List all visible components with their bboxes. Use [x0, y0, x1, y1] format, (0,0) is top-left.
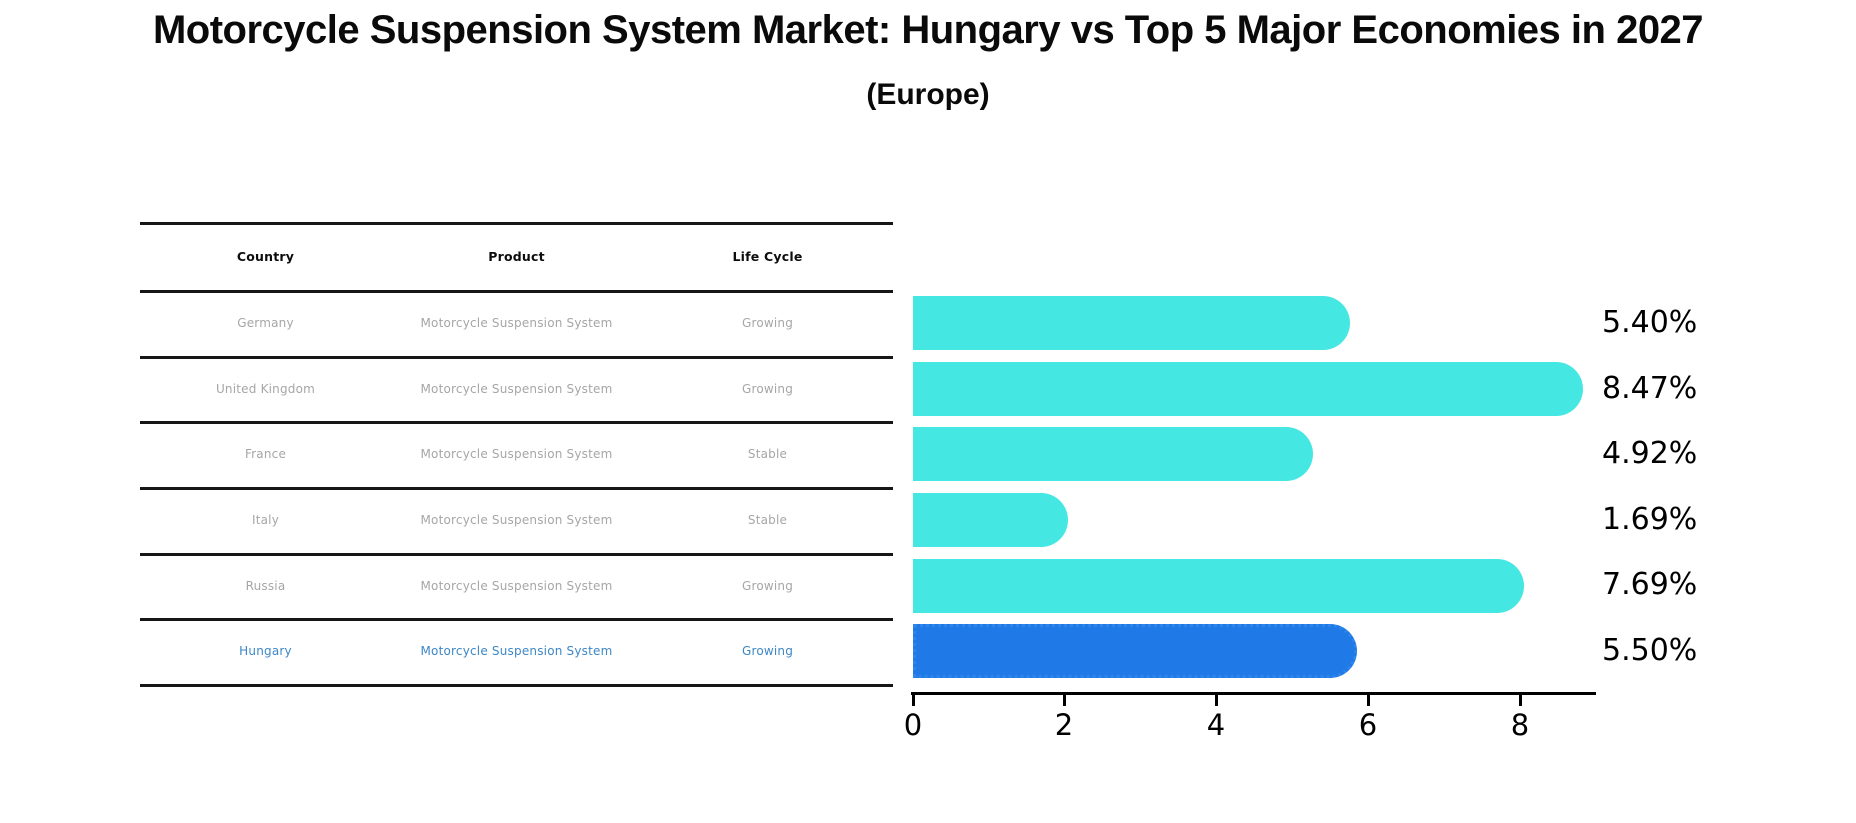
table-row-rule — [140, 553, 893, 556]
bar-germany — [913, 296, 1350, 350]
x-axis-tick — [1063, 695, 1066, 706]
value-label: 1.69% — [1602, 502, 1698, 537]
life-cycle-cell: Stable — [747, 447, 788, 461]
bar-united-kingdom — [913, 362, 1583, 416]
life-cycle-cell: Growing — [741, 316, 794, 330]
x-tick-label: 0 — [903, 708, 923, 742]
x-axis-tick — [1367, 695, 1370, 706]
bar-russia — [913, 559, 1524, 613]
table-top-rule — [140, 222, 893, 225]
x-axis-tick — [1519, 695, 1522, 706]
country-cell: United Kingdom — [215, 381, 316, 396]
table-row-italy: Italy Motorcycle Suspension System Stabl… — [140, 487, 893, 553]
chart-title: Motorcycle Suspension System Market: Hun… — [152, 8, 1704, 52]
product-cell: Motorcycle Suspension System — [420, 316, 613, 330]
value-label: 8.47% — [1602, 371, 1698, 406]
life-cycle-cell[interactable]: Growing — [741, 644, 794, 658]
life-cycle-cell: Growing — [741, 578, 794, 593]
life-cycle-cell: Growing — [741, 381, 794, 396]
country-cell: Russia — [245, 578, 286, 593]
country-cell[interactable]: Hungary — [239, 644, 292, 658]
table-row-united-kingdom: United Kingdom Motorcycle Suspension Sys… — [140, 356, 893, 421]
country-cell: Italy — [251, 513, 280, 527]
value-label: 5.50% — [1602, 633, 1698, 668]
x-axis-line — [911, 692, 1596, 695]
table-header-row: Country Product Life Cycle — [140, 222, 893, 290]
table-row-russia: Russia Motorcycle Suspension System Grow… — [140, 553, 893, 618]
table-row-france: France Motorcycle Suspension System Stab… — [140, 421, 893, 487]
column-header-country: Country — [236, 248, 295, 264]
chart-subtitle: (Europe) — [866, 78, 990, 111]
bar-hungary-highlight — [913, 624, 1358, 678]
x-axis-tick — [1215, 695, 1218, 706]
value-label: 5.40% — [1602, 305, 1698, 340]
table-row-rule — [140, 356, 893, 359]
product-cell: Motorcycle Suspension System — [420, 513, 613, 527]
product-cell: Motorcycle Suspension System — [420, 578, 613, 593]
country-cell: Germany — [237, 316, 294, 330]
x-tick-label: 4 — [1206, 708, 1226, 742]
table-row-rule — [140, 487, 893, 490]
bar-italy — [913, 493, 1069, 547]
table-bottom-rule — [140, 684, 893, 687]
bar-france — [913, 427, 1314, 481]
table-row-rule — [140, 421, 893, 424]
value-label: 4.92% — [1602, 436, 1698, 471]
life-cycle-cell: Stable — [747, 513, 788, 527]
country-cell: France — [244, 447, 287, 461]
product-cell[interactable]: Motorcycle Suspension System — [420, 644, 613, 658]
table-row-hungary[interactable]: Hungary Motorcycle Suspension System Gro… — [140, 618, 893, 684]
table-header-rule — [140, 290, 893, 293]
value-label: 7.69% — [1602, 567, 1698, 602]
column-header-life-cycle: Life Cycle — [732, 248, 803, 264]
product-cell: Motorcycle Suspension System — [420, 381, 613, 396]
product-cell: Motorcycle Suspension System — [420, 447, 613, 461]
x-axis-tick — [912, 695, 915, 706]
table-row-rule — [140, 618, 893, 621]
column-header-product: Product — [488, 248, 545, 264]
x-tick-label: 6 — [1358, 708, 1378, 742]
x-tick-label: 8 — [1510, 708, 1530, 742]
table-row-germany: Germany Motorcycle Suspension System Gro… — [140, 290, 893, 356]
x-tick-label: 2 — [1054, 708, 1074, 742]
